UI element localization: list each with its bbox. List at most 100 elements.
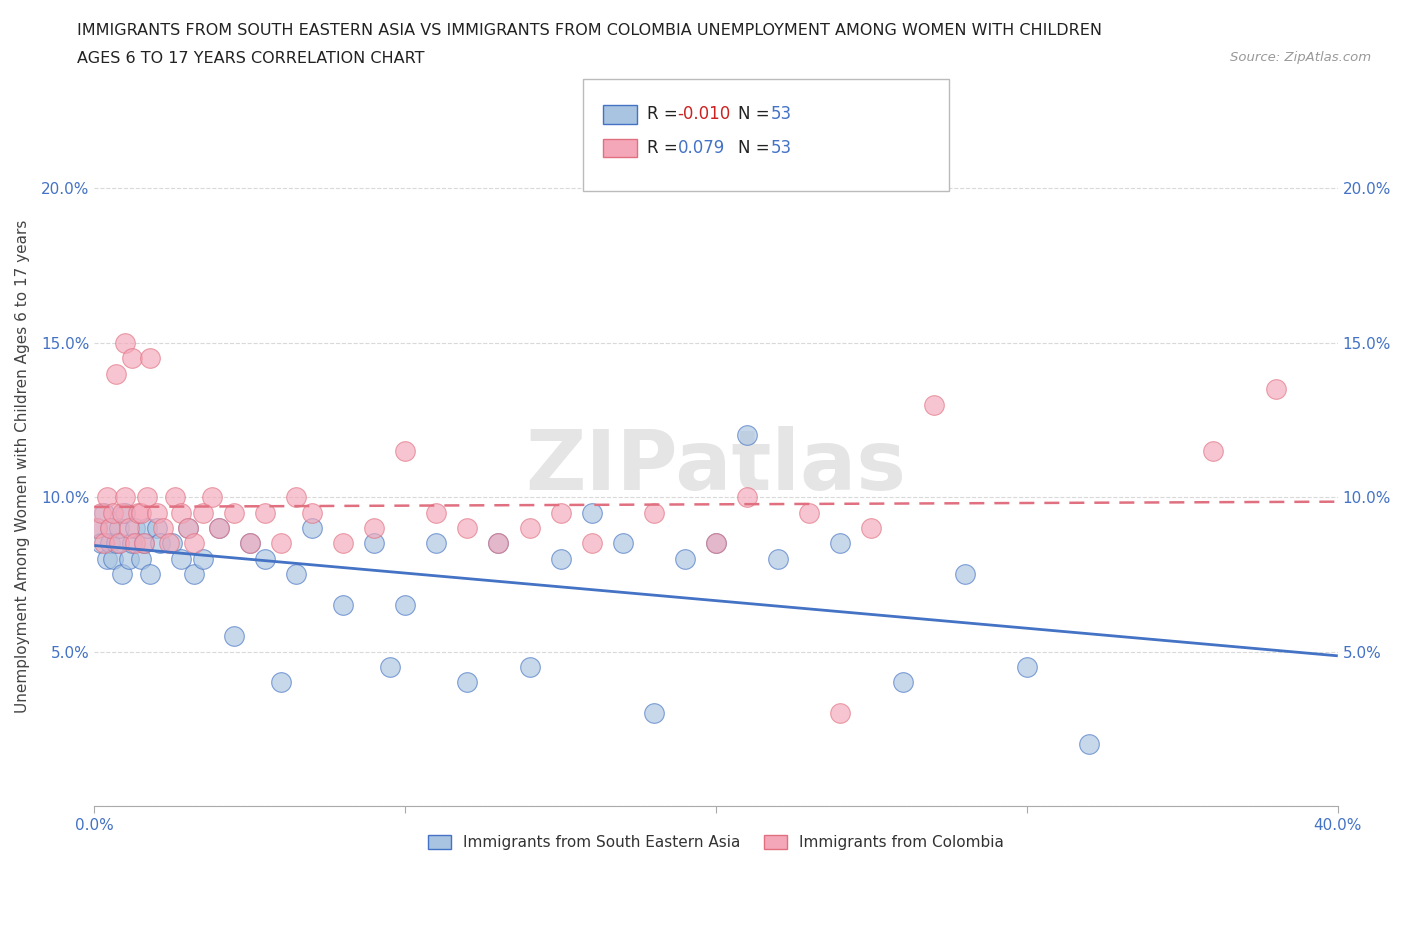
Point (425, 505, 447, 520)
Text: -0.010: -0.010 (678, 105, 731, 124)
Text: N =: N = (738, 105, 775, 124)
Text: AGES 6 TO 17 YEARS CORRELATION CHART: AGES 6 TO 17 YEARS CORRELATION CHART (77, 51, 425, 66)
Point (129, 505, 152, 520)
Point (183, 567, 205, 582)
Point (124, 536, 146, 551)
Point (111, 505, 134, 520)
Point (201, 490, 224, 505)
Point (891, 675, 914, 690)
Point (239, 536, 262, 551)
Point (254, 551, 277, 566)
Point (1264, 381, 1286, 396)
Point (208, 521, 231, 536)
Point (425, 536, 447, 551)
Point (922, 397, 945, 412)
Point (612, 536, 634, 551)
Point (183, 536, 205, 551)
Point (114, 336, 136, 351)
Point (86, 521, 108, 536)
Point (953, 567, 976, 582)
Point (519, 521, 541, 536)
Point (139, 567, 162, 582)
Point (830, 536, 852, 551)
Point (93, 505, 115, 520)
Point (149, 536, 172, 551)
Point (1078, 737, 1101, 751)
Point (208, 521, 231, 536)
Point (145, 521, 167, 536)
Point (581, 505, 603, 520)
Point (176, 521, 198, 536)
Point (111, 567, 134, 582)
Point (191, 551, 214, 566)
Point (98, 521, 121, 536)
Point (456, 675, 478, 690)
Text: 0.079: 0.079 (678, 139, 725, 157)
Point (332, 598, 354, 613)
Point (224, 505, 246, 520)
Text: 53: 53 (770, 139, 792, 157)
Y-axis label: Unemployment Among Women with Children Ages 6 to 17 years: Unemployment Among Women with Children A… (15, 219, 30, 713)
Legend: Immigrants from South Eastern Asia, Immigrants from Colombia: Immigrants from South Eastern Asia, Immi… (422, 829, 1010, 857)
Point (768, 551, 790, 566)
Point (170, 505, 193, 520)
Point (488, 536, 510, 551)
Point (165, 490, 187, 505)
Point (191, 505, 214, 520)
Point (108, 536, 131, 551)
Point (98, 521, 121, 536)
Point (456, 521, 478, 536)
Text: 53: 53 (770, 105, 792, 124)
Point (145, 505, 167, 520)
Point (673, 551, 696, 566)
Point (254, 505, 277, 520)
Point (105, 366, 128, 381)
Point (394, 598, 416, 613)
Point (90, 505, 112, 520)
Point (93, 536, 115, 551)
Point (581, 536, 603, 551)
Point (132, 536, 155, 551)
Text: ZIPatlas: ZIPatlas (526, 426, 907, 507)
Point (488, 536, 510, 551)
Point (363, 536, 385, 551)
Text: N =: N = (738, 139, 775, 157)
Point (332, 536, 354, 551)
Point (643, 505, 665, 520)
Point (830, 706, 852, 721)
Point (301, 505, 323, 520)
Point (105, 536, 128, 551)
Point (1015, 659, 1038, 674)
Point (704, 536, 727, 551)
Point (152, 521, 174, 536)
Point (285, 490, 308, 505)
Point (121, 536, 143, 551)
Point (735, 428, 758, 443)
Point (285, 567, 308, 582)
Point (136, 521, 159, 536)
Point (157, 536, 180, 551)
Text: IMMIGRANTS FROM SOUTH EASTERN ASIA VS IMMIGRANTS FROM COLOMBIA UNEMPLOYMENT AMON: IMMIGRANTS FROM SOUTH EASTERN ASIA VS IM… (77, 23, 1102, 38)
Point (96, 490, 118, 505)
Point (224, 629, 246, 644)
Point (519, 659, 541, 674)
Point (121, 351, 143, 365)
Point (301, 521, 323, 536)
Point (114, 505, 136, 520)
Text: Source: ZipAtlas.com: Source: ZipAtlas.com (1230, 51, 1371, 64)
Point (86, 521, 108, 536)
Point (1202, 444, 1225, 458)
Point (176, 521, 198, 536)
Point (98, 536, 121, 551)
Point (160, 536, 183, 551)
Point (270, 675, 292, 690)
Point (643, 706, 665, 721)
Point (378, 659, 401, 674)
Point (394, 444, 416, 458)
Point (550, 551, 572, 566)
Point (270, 536, 292, 551)
Point (117, 521, 139, 536)
Text: R =: R = (647, 139, 683, 157)
Point (704, 536, 727, 551)
Point (550, 505, 572, 520)
